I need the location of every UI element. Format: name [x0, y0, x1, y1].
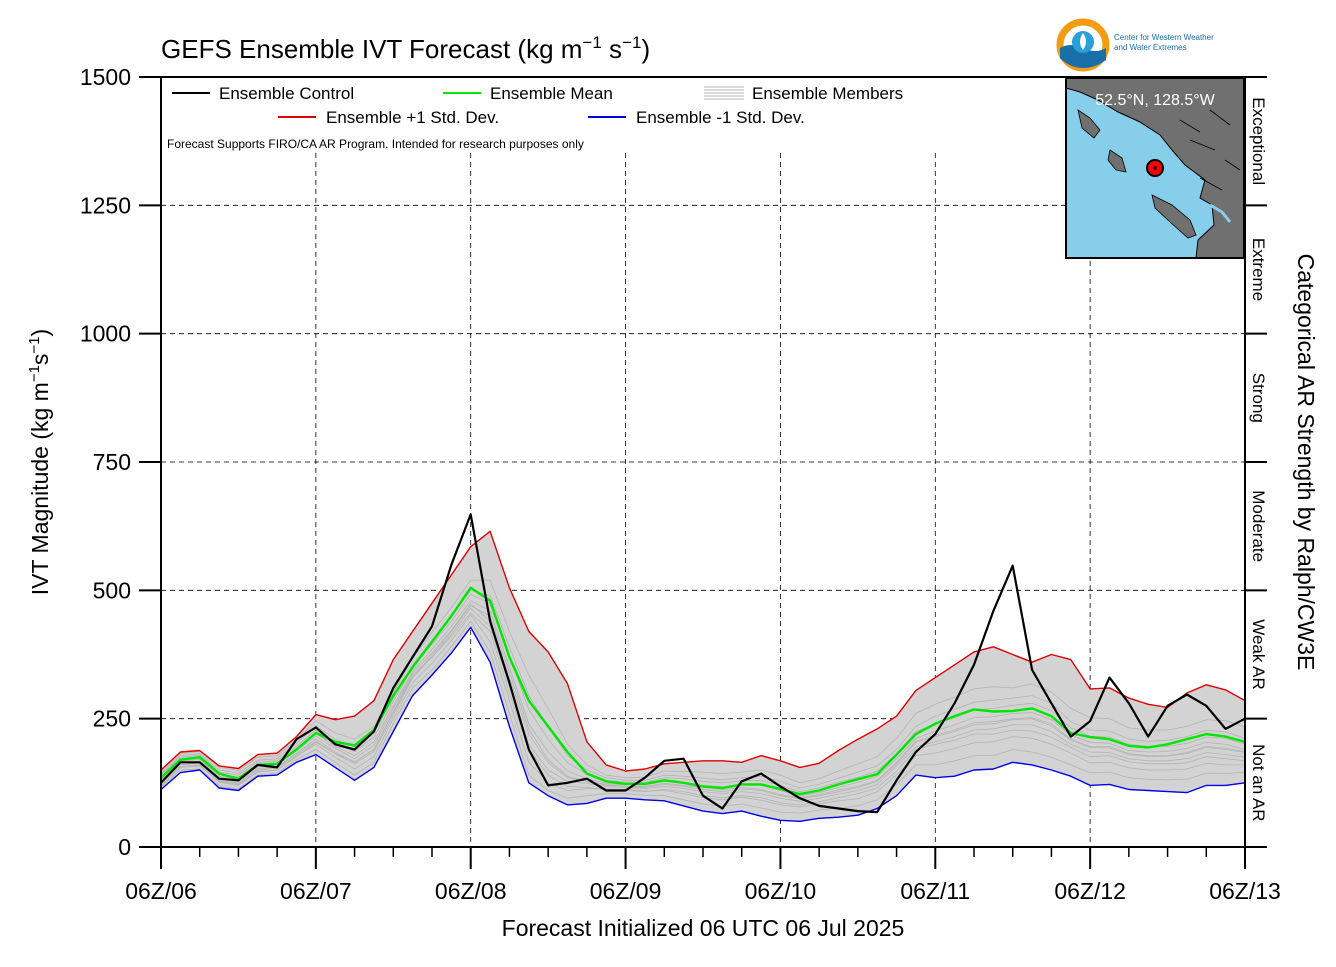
- map-island: [1077, 109, 1101, 139]
- logo-wave: [1060, 45, 1106, 68]
- right-axis-label: Categorical AR Strength by Ralph/CW3E: [1293, 254, 1319, 671]
- map-island: [1107, 149, 1127, 173]
- x-tick-label: 06Z/11: [900, 878, 970, 904]
- x-tick-label: 06Z/09: [590, 878, 662, 904]
- location-marker-dot: [1153, 166, 1157, 170]
- map-frame: [1065, 77, 1245, 259]
- ar-category-label: Weak AR: [1249, 619, 1268, 690]
- ensemble-member-line: [160, 620, 1246, 814]
- x-tick-label: 06Z/10: [745, 878, 817, 904]
- chart-legend: Ensemble Control Ensemble Mean Ensemble …: [167, 84, 903, 151]
- y-tick-label: 500: [93, 577, 131, 603]
- ar-category-label: Extreme: [1249, 238, 1268, 301]
- x-tick-label: 06Z/13: [1209, 878, 1281, 904]
- x-axis-label: Forecast Initialized 06 UTC 06 Jul 2025: [502, 915, 905, 941]
- legend-label-mean: Ensemble Mean: [490, 84, 613, 103]
- ar-category-axis: Not an AR Weak AR Moderate Strong Extreme Exc…: [1245, 76, 1268, 848]
- axes: 0 250 500 750 1000 1250 1500 06Z/06 06Z/07 06Z/08…: [80, 64, 1281, 904]
- cw3e-logo: Center for Western Weather and Water Ext…: [1056, 18, 1214, 72]
- ensemble-member-line: [160, 579, 1246, 784]
- x-tick-label: 06Z/07: [280, 878, 352, 904]
- logo-text-line1: Center for Western Weather: [1114, 33, 1214, 42]
- y-tick-label: 250: [93, 706, 131, 732]
- plus-std-line: [160, 530, 1246, 772]
- ensemble-member-line: [160, 614, 1245, 808]
- y-tick-label: 1250: [80, 192, 131, 218]
- y-axis-label: IVT Magnitude (kg m−1s−1): [26, 329, 53, 595]
- legend-label-minus-std: Ensemble -1 Std. Dev.: [636, 108, 805, 127]
- ensemble-member-line: [160, 605, 1246, 800]
- map-inlet: [1209, 203, 1232, 223]
- y-tick-label: 1500: [80, 64, 131, 90]
- minus-std-line: [160, 626, 1246, 822]
- legend-label-members: Ensemble Members: [752, 84, 903, 103]
- y-tick-label: 1000: [80, 321, 131, 347]
- map-coordinates: 52.5°N, 128.5°W: [1095, 92, 1215, 109]
- y-tick-label: 750: [93, 449, 131, 475]
- legend-swatch-members: [704, 86, 744, 100]
- y-tick-label: 0: [118, 834, 131, 860]
- series-lines: [160, 513, 1246, 822]
- legend-label-plus-std: Ensemble +1 Std. Dev.: [326, 108, 499, 127]
- logo-drop-icon: [1080, 33, 1086, 50]
- ar-category-label: Moderate: [1249, 490, 1268, 562]
- legend-label-control: Ensemble Control: [219, 84, 354, 103]
- chart-title: GEFS Ensemble IVT Forecast (kg m−1 s−1): [161, 33, 650, 64]
- plot-area: [160, 153, 1246, 847]
- x-tick-label: 06Z/08: [435, 878, 507, 904]
- ensemble-member-line: [160, 589, 1246, 789]
- ar-category-label: Not an AR: [1249, 744, 1268, 822]
- x-tick-label: 06Z/12: [1054, 878, 1126, 904]
- ar-category-label: Exceptional: [1249, 97, 1268, 185]
- ar-category-label: Strong: [1249, 373, 1268, 423]
- logo-text-line2: and Water Extremes: [1114, 43, 1187, 52]
- control-line: [160, 513, 1246, 814]
- location-map-inset: 52.5°N, 128.5°W: [1065, 77, 1245, 259]
- map-island: [1151, 194, 1197, 239]
- ensemble-member-line: [160, 607, 1246, 802]
- x-tick-label: 06Z/06: [125, 878, 197, 904]
- map-borders: [1179, 109, 1241, 191]
- disclaimer-note: Forecast Supports FIRO/CA AR Program. In…: [167, 137, 584, 151]
